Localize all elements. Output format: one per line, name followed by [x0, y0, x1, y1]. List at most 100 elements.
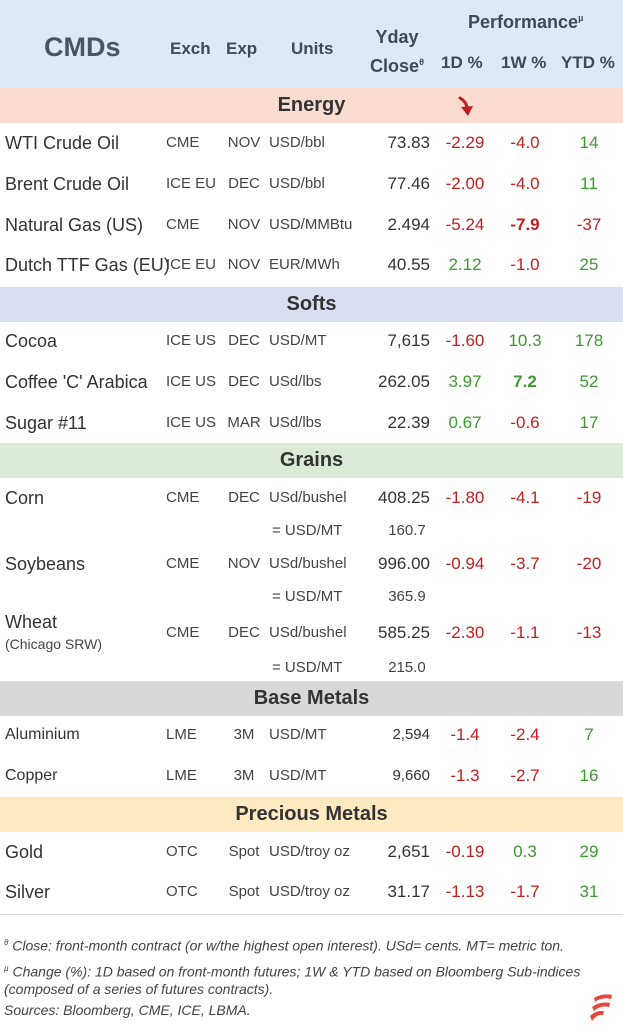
commodity-name: Aluminium — [5, 726, 80, 743]
exchange: CME — [166, 489, 200, 506]
close-value: 73.83 — [387, 133, 430, 152]
col-1d: 1D % — [441, 53, 483, 72]
col-exp: Exp — [226, 39, 258, 58]
close-value: 262.05 — [378, 372, 430, 391]
footnote-text: Close: front-month contract (or w/the hi… — [8, 937, 564, 954]
units: USd/lbs — [269, 414, 322, 431]
units: USd/bushel — [269, 624, 347, 641]
units: USD/MT — [269, 726, 327, 743]
brand-logo-icon — [590, 994, 612, 1021]
table-row: Aluminium LME 3M USD/MT 2,594 -1.4 -2.4 … — [0, 720, 623, 750]
change-ytd: 29 — [579, 842, 599, 861]
commodity-subname: (Chicago SRW) — [5, 636, 102, 652]
expiry: NOV — [227, 555, 261, 572]
change-1d: -2.29 — [445, 133, 485, 152]
close-value: 2.494 — [387, 215, 430, 234]
units: EUR/MWh — [269, 256, 340, 273]
commodity-name: Coffee 'C' Arabica — [5, 372, 148, 392]
change-ytd: 11 — [580, 174, 598, 193]
close-value: 31.17 — [387, 882, 430, 901]
footnote-close: θ Close: front-month contract (or w/the … — [4, 933, 564, 956]
change-1w: -3.7 — [510, 554, 540, 573]
exchange: ICE US — [166, 414, 217, 431]
commodity-name: Gold — [5, 842, 44, 862]
table-row: Dutch TTF Gas (EU) ICE EU NOV EUR/MWh 40… — [0, 250, 623, 280]
close-value: 77.46 — [387, 174, 430, 193]
change-ytd: 178 — [574, 331, 604, 350]
commodity-name: WTI Crude Oil — [5, 133, 120, 153]
change-ytd: 52 — [579, 372, 599, 391]
col-yday-close: Yday Closeθ — [370, 25, 424, 79]
change-1w: -1.7 — [510, 882, 540, 901]
change-1d: -1.80 — [445, 488, 485, 507]
exchange: CME — [166, 555, 200, 572]
change-ytd: 25 — [579, 255, 599, 274]
units: USD/bbl — [269, 134, 325, 151]
commodity-name: Wheat — [5, 612, 58, 632]
change-1d: -0.94 — [445, 554, 485, 573]
change-1w: -1.0 — [510, 255, 540, 274]
expiry: 3M — [233, 726, 255, 743]
performance-label: Performance — [468, 12, 579, 32]
commodity-name: Brent Crude Oil — [5, 174, 130, 194]
table-row: Copper LME 3M USD/MT 9,660 -1.3 -2.7 16 — [0, 761, 623, 791]
expiry: NOV — [227, 256, 261, 273]
exchange: ICE US — [166, 373, 217, 390]
change-ytd: 17 — [579, 413, 599, 432]
col-performance: Performanceµ — [468, 12, 583, 33]
exchange: ICE EU — [166, 256, 217, 273]
converted-units: = USD/MT — [272, 659, 343, 676]
change-1w: -4.1 — [510, 488, 540, 507]
close-value: 585.25 — [378, 623, 430, 642]
change-1w: -7.9 — [510, 215, 540, 234]
table-row: Natural Gas (US) CME NOV USD/MMBtu 2.494… — [0, 210, 623, 240]
converted-value: 215.0 — [388, 659, 426, 676]
expiry: Spot — [228, 883, 260, 900]
change-ytd: -19 — [576, 488, 602, 507]
change-1d: -2.30 — [445, 623, 485, 642]
change-ytd: 7 — [584, 725, 594, 744]
close-value: 40.55 — [387, 255, 430, 274]
exchange: CME — [166, 216, 200, 233]
commodity-name: Cocoa — [5, 331, 58, 351]
table-row: Corn CME DEC USd/bushel 408.25 -1.80 -4.… — [0, 483, 623, 513]
change-1w: 0.3 — [513, 842, 537, 861]
change-ytd: 31 — [579, 882, 599, 901]
change-ytd: -37 — [576, 215, 602, 234]
units: USD/troy oz — [269, 883, 350, 900]
section-base-metals: Base Metals — [0, 681, 623, 716]
commodity-name-row: Wheat — [0, 607, 623, 637]
exchange: LME — [166, 767, 197, 784]
performance-mark: µ — [578, 13, 584, 23]
close-value: 2,594 — [392, 726, 430, 743]
close-value: 408.25 — [378, 488, 430, 507]
change-1w: -4.0 — [510, 133, 540, 152]
units: USD/troy oz — [269, 843, 350, 860]
section-precious-metals: Precious Metals — [0, 797, 623, 832]
table-row: CME DEC USd/bushel 585.25 -2.30 -1.1 -13 — [0, 618, 623, 648]
table-row: Silver OTC Spot USD/troy oz 31.17 -1.13 … — [0, 877, 623, 907]
exchange: CME — [166, 134, 200, 151]
table-row: WTI Crude Oil CME NOV USD/bbl 73.83 -2.2… — [0, 128, 623, 158]
table-row: Sugar #11 ICE US MAR USd/lbs 22.39 0.67 … — [0, 408, 623, 438]
footnote-text: Change (%): 1D based on front-month futu… — [8, 963, 581, 980]
change-1d: -5.24 — [445, 215, 485, 234]
expiry: MAR — [227, 414, 261, 431]
change-ytd: 16 — [579, 766, 599, 785]
section-energy: Energy — [0, 88, 623, 123]
change-1d: 3.97 — [448, 372, 482, 391]
change-1w: -2.7 — [510, 766, 540, 785]
converted-units: = USD/MT — [272, 588, 343, 605]
close-value: 22.39 — [387, 413, 430, 432]
col-ytd: YTD % — [561, 53, 615, 72]
change-1d: 2.12 — [448, 255, 482, 274]
change-1d: -1.3 — [450, 766, 480, 785]
section-grains: Grains — [0, 443, 623, 478]
commodity-name: Dutch TTF Gas (EU) — [5, 255, 170, 275]
expiry: DEC — [228, 624, 260, 641]
expiry: DEC — [228, 489, 260, 506]
col-1w: 1W % — [501, 53, 547, 72]
down-arrow-icon — [458, 96, 473, 116]
expiry: DEC — [228, 373, 260, 390]
commodity-name: Soybeans — [5, 554, 86, 574]
